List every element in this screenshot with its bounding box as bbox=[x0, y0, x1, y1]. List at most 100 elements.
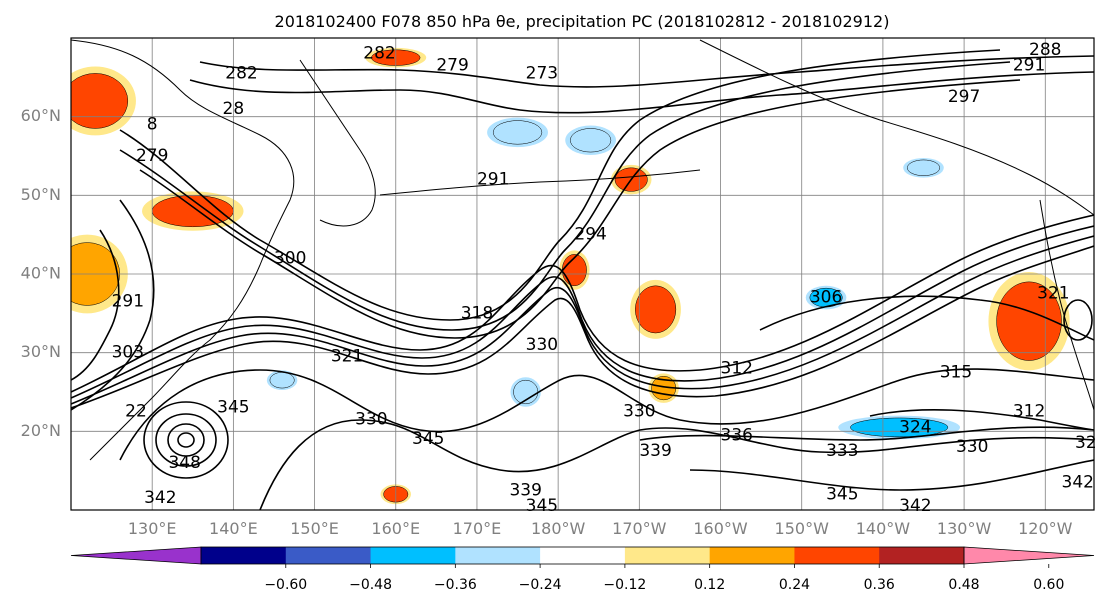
contour-line bbox=[189, 71, 1094, 114]
precip-patch bbox=[570, 128, 612, 153]
colorbar-segment bbox=[201, 547, 287, 564]
precip-patch bbox=[850, 417, 949, 438]
contour-line bbox=[689, 459, 1094, 491]
colorbar-tick-label: 0.24 bbox=[779, 577, 810, 593]
contour-line bbox=[119, 61, 1011, 331]
contour-label: 315 bbox=[940, 362, 972, 382]
colorbar-tick-label: −0.60 bbox=[264, 577, 307, 593]
colorbar-tick-label: 0.12 bbox=[694, 577, 725, 593]
longitude-tick-labels: 130°E 140°E 150°E 160°E 170°E 180°W 170°W 160°W… bbox=[128, 519, 1073, 538]
contour-label: 8 bbox=[147, 115, 158, 135]
colorbar-tick-label: 0.60 bbox=[1033, 577, 1064, 593]
lon-tick-label: 160°E bbox=[371, 519, 420, 538]
contour-label: 306 bbox=[810, 288, 842, 308]
colorbar-segment bbox=[285, 547, 372, 564]
aleutian-chain bbox=[379, 169, 701, 196]
coastlines bbox=[71, 39, 1094, 461]
contour-line bbox=[199, 55, 1094, 88]
contour-ring bbox=[167, 423, 205, 457]
contour-label: 330 bbox=[355, 410, 387, 430]
contour-line bbox=[71, 245, 1094, 409]
colorbar-segment bbox=[709, 547, 795, 564]
contour-label: 345 bbox=[217, 398, 249, 418]
colorbar-extend-high bbox=[963, 546, 1095, 565]
contour-line bbox=[639, 426, 1094, 441]
contour-label: 28 bbox=[223, 99, 245, 119]
contour-line bbox=[71, 225, 1094, 399]
colorbar-tick-label: −0.12 bbox=[603, 577, 646, 593]
lon-tick-label: 170°E bbox=[453, 519, 502, 538]
contour-label: 330 bbox=[526, 335, 558, 355]
graticule bbox=[71, 38, 1094, 510]
contour-label: 321 bbox=[1037, 284, 1069, 304]
precip-patch bbox=[269, 372, 295, 389]
north-america-coast bbox=[1039, 199, 1094, 411]
contour-label: 312 bbox=[721, 358, 753, 378]
colorbar-segment bbox=[455, 547, 541, 564]
contour-label: 339 bbox=[509, 480, 541, 500]
contour-label: 297 bbox=[948, 87, 980, 107]
contour-label: 291 bbox=[1013, 56, 1045, 76]
lat-tick-label: 60°N bbox=[21, 106, 61, 125]
contour-ring bbox=[143, 401, 229, 479]
colorbar-segment bbox=[879, 547, 965, 564]
contour-label: 312 bbox=[1013, 402, 1045, 422]
contour-label: 279 bbox=[436, 56, 468, 76]
contour-label: 339 bbox=[639, 441, 671, 461]
contour-label: 22 bbox=[125, 402, 147, 422]
contour-line bbox=[759, 295, 1094, 341]
contour-label: 345 bbox=[412, 429, 444, 449]
figure-title: 2018102400 F078 850 hPa θe, precipitatio… bbox=[275, 12, 890, 31]
contour-label: 279 bbox=[136, 146, 168, 166]
colorbar-extend-low bbox=[70, 546, 202, 565]
contour-label: 342 bbox=[899, 496, 931, 516]
latitude-tick-labels: 60°N 50°N 40°N 30°N 20°N bbox=[21, 106, 61, 440]
contour-line bbox=[869, 409, 1094, 431]
contour-label: 300 bbox=[274, 248, 306, 268]
contour-label: 294 bbox=[574, 225, 606, 245]
contour-line bbox=[119, 49, 1001, 321]
alaska-coastline bbox=[699, 39, 1094, 216]
theta-e-contours bbox=[71, 49, 1094, 510]
colorbar-segment bbox=[794, 547, 880, 564]
precip-patch bbox=[71, 73, 129, 129]
colorbar-tick-label: 0.36 bbox=[864, 577, 895, 593]
lon-tick-label: 140°W bbox=[856, 519, 911, 538]
lon-tick-label: 150°W bbox=[775, 519, 830, 538]
contour-label: 348 bbox=[168, 453, 200, 473]
colorbar-segment bbox=[540, 547, 626, 564]
map-plot-area bbox=[71, 38, 1094, 510]
contour-label: 282 bbox=[363, 44, 395, 64]
lon-tick-label: 180°W bbox=[531, 519, 586, 538]
contour-label: 282 bbox=[225, 63, 257, 83]
contour-label: 291 bbox=[112, 292, 144, 312]
contour-line bbox=[139, 79, 1021, 339]
contour-label: 324 bbox=[899, 417, 931, 437]
contour-label: 342 bbox=[144, 488, 176, 508]
precip-patch bbox=[907, 159, 940, 176]
contour-line bbox=[119, 368, 1094, 461]
colorbar-segment bbox=[370, 547, 456, 564]
lat-tick-label: 20°N bbox=[21, 421, 61, 440]
precip-patch bbox=[635, 285, 677, 334]
contour-ring bbox=[177, 432, 195, 448]
contour-label: 345 bbox=[826, 484, 858, 504]
contour-line bbox=[71, 199, 155, 411]
contour-label: 303 bbox=[112, 343, 144, 363]
contour-label: 345 bbox=[526, 496, 558, 516]
lon-tick-label: 130°W bbox=[937, 519, 992, 538]
lon-tick-label: 140°E bbox=[209, 519, 258, 538]
colorbar-tick-label: 0.48 bbox=[948, 577, 979, 593]
contour-line bbox=[259, 419, 1094, 510]
contour-ring bbox=[155, 413, 217, 467]
lon-tick-label: 130°E bbox=[128, 519, 177, 538]
contour-label: 321 bbox=[331, 347, 363, 367]
contour-label: 333 bbox=[826, 441, 858, 461]
colorbar-segment bbox=[624, 547, 711, 564]
asia-coastline bbox=[71, 39, 295, 461]
colorbar-tick-label: −0.36 bbox=[434, 577, 477, 593]
colorbar-tick-labels: −0.60 −0.48 −0.36 −0.24 −0.12 0.12 0.24 0.36 0.4… bbox=[264, 564, 1064, 593]
contour-line bbox=[71, 235, 1094, 405]
